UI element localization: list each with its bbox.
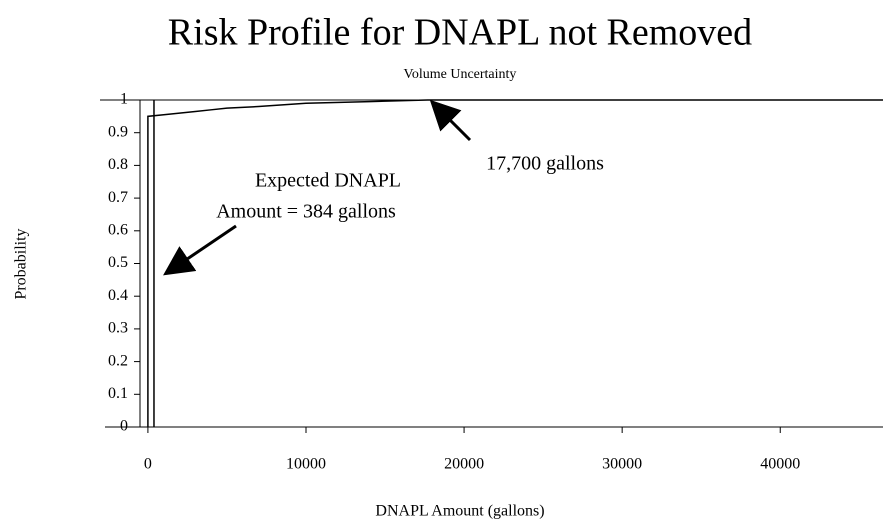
y-tick-label: 0.8	[108, 156, 128, 173]
x-tick-label: 40000	[760, 456, 800, 473]
arrow	[163, 224, 237, 276]
y-tick-label: 1	[120, 91, 128, 108]
chart-title: Risk Profile for DNAPL not Removed	[168, 12, 752, 54]
y-tick-label: 0.3	[108, 320, 128, 337]
y-tick-label: 0	[120, 418, 128, 435]
arrow	[429, 99, 472, 142]
x-tick-label: 20000	[444, 456, 484, 473]
y-tick-label: 0.1	[108, 385, 128, 402]
y-tick-label: 0.9	[108, 123, 128, 140]
x-axis-label: DNAPL Amount (gallons)	[375, 503, 544, 520]
y-tick-label: 0.4	[108, 287, 128, 304]
line-series	[147, 99, 883, 427]
y-tick-label: 0.2	[108, 352, 128, 369]
x-tick-label: 10000	[286, 456, 326, 473]
y-axis-label: Probability	[13, 228, 30, 299]
y-tick-label: 0.6	[108, 221, 128, 238]
y-tick-label: 0.5	[108, 254, 128, 271]
y-tick-label: 0.7	[108, 189, 128, 206]
annotation: 17,700 gallons	[486, 153, 604, 175]
chart-subtitle: Volume Uncertainty	[404, 67, 517, 82]
x-tick-label: 30000	[602, 456, 642, 473]
annotation: Expected DNAPL	[255, 170, 401, 192]
x-tick-label: 0	[144, 456, 152, 473]
annotation: Amount = 384 gallons	[216, 201, 396, 223]
